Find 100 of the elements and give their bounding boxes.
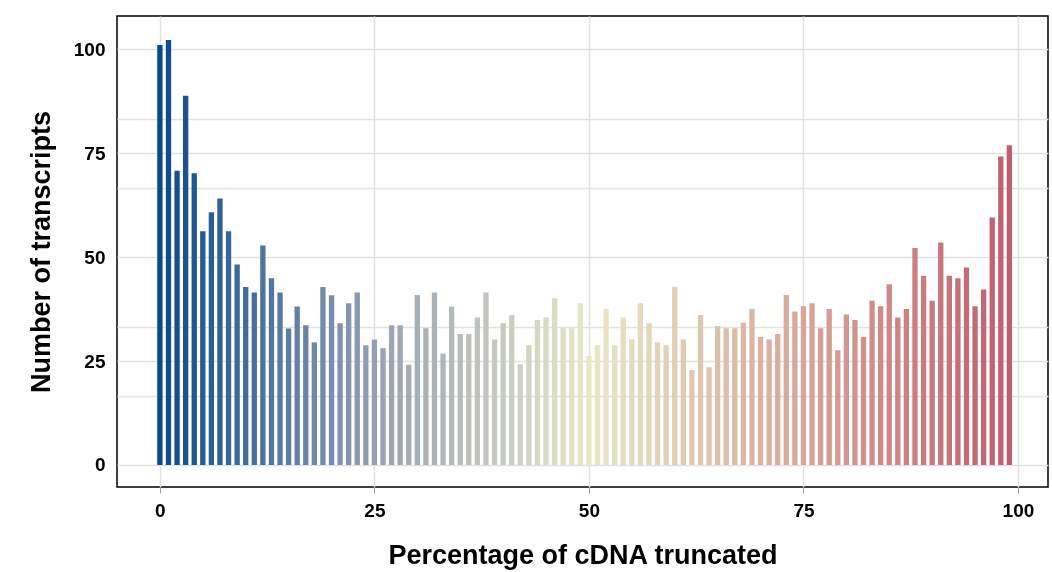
- bar: [689, 370, 695, 465]
- y-tick-label: 25: [84, 350, 106, 372]
- bar: [817, 328, 824, 465]
- x-tick-label: 50: [578, 499, 601, 521]
- bar: [157, 45, 163, 465]
- bar: [955, 278, 961, 465]
- bar: [569, 328, 575, 465]
- bar: [680, 339, 686, 465]
- bar: [483, 292, 489, 465]
- bar: [354, 292, 360, 465]
- bar: [577, 303, 584, 465]
- bar: [217, 198, 223, 465]
- bar: [792, 311, 798, 465]
- x-tick-label: 25: [364, 499, 386, 521]
- bar: [757, 336, 764, 465]
- bar: [517, 364, 523, 465]
- bar: [663, 345, 669, 465]
- x-tick-label: 0: [155, 499, 166, 521]
- bar: [320, 287, 326, 465]
- y-axis-title: Number of transcripts: [25, 110, 56, 394]
- bar: [620, 317, 626, 465]
- bar: [423, 328, 429, 465]
- bar: [414, 294, 420, 465]
- bar: [852, 319, 858, 465]
- bar: [749, 309, 755, 465]
- bar: [457, 334, 463, 465]
- bar: [560, 328, 566, 465]
- bar: [860, 336, 867, 465]
- bar: [612, 345, 618, 465]
- bar: [637, 303, 644, 465]
- bar: [775, 334, 781, 465]
- bar: [740, 322, 747, 465]
- bar: [980, 289, 987, 465]
- bar: [371, 339, 378, 465]
- bar: [972, 306, 978, 465]
- bar: [714, 326, 721, 465]
- bar: [474, 317, 481, 465]
- bar: [380, 348, 386, 465]
- bar: [388, 325, 395, 465]
- bar: [363, 345, 369, 465]
- y-tick-label: 0: [94, 454, 106, 476]
- bar: [526, 345, 532, 465]
- bar: [963, 267, 970, 465]
- bar: [251, 292, 257, 465]
- bar: [654, 342, 661, 465]
- bar: [208, 212, 215, 465]
- bar: [448, 306, 455, 465]
- bar: [929, 300, 935, 465]
- bar: [895, 317, 901, 465]
- bar: [672, 286, 678, 465]
- bar: [886, 284, 892, 465]
- bar: [912, 247, 918, 465]
- bar: [732, 328, 738, 465]
- bar: [920, 275, 927, 465]
- bar: [766, 339, 772, 465]
- bar: [646, 323, 652, 465]
- bar: [500, 323, 506, 465]
- bar: [294, 306, 300, 465]
- bar: [551, 298, 558, 465]
- bar: [543, 317, 549, 465]
- bar: [594, 345, 601, 465]
- bar: [1006, 145, 1013, 465]
- bar: [337, 323, 343, 465]
- y-tick-label: 50: [84, 246, 106, 268]
- bar: [878, 306, 884, 465]
- bar: [225, 231, 232, 465]
- x-tick-label: 100: [1002, 499, 1035, 521]
- bar: [843, 314, 850, 465]
- bar: [328, 295, 335, 465]
- bar: [723, 328, 729, 465]
- bar: [268, 278, 275, 465]
- y-tick-label: 100: [73, 38, 106, 60]
- bar: [509, 314, 515, 465]
- bar: [285, 328, 292, 465]
- bar: [191, 173, 197, 465]
- bar: [835, 350, 841, 465]
- bar: [260, 245, 266, 465]
- bar: [397, 325, 403, 465]
- bar: [200, 231, 206, 465]
- bar: [826, 309, 832, 465]
- bar: [491, 339, 498, 465]
- bar: [586, 356, 592, 465]
- bar: [346, 303, 352, 465]
- x-tick-label: 75: [793, 499, 815, 521]
- bar: [800, 306, 807, 465]
- x-axis-title: Percentage of cDNA truncated: [388, 539, 778, 570]
- bar: [303, 325, 309, 465]
- bar: [431, 292, 438, 465]
- bar: [989, 217, 995, 465]
- bar: [697, 314, 704, 465]
- bar: [277, 292, 283, 465]
- y-tick-label: 75: [84, 142, 106, 164]
- bar: [946, 275, 952, 465]
- bar: [783, 294, 789, 465]
- bar: [165, 40, 172, 465]
- bar: [706, 367, 712, 465]
- bar: [603, 309, 609, 465]
- bar: [311, 342, 318, 465]
- bar: [809, 303, 815, 465]
- bar: [406, 364, 412, 465]
